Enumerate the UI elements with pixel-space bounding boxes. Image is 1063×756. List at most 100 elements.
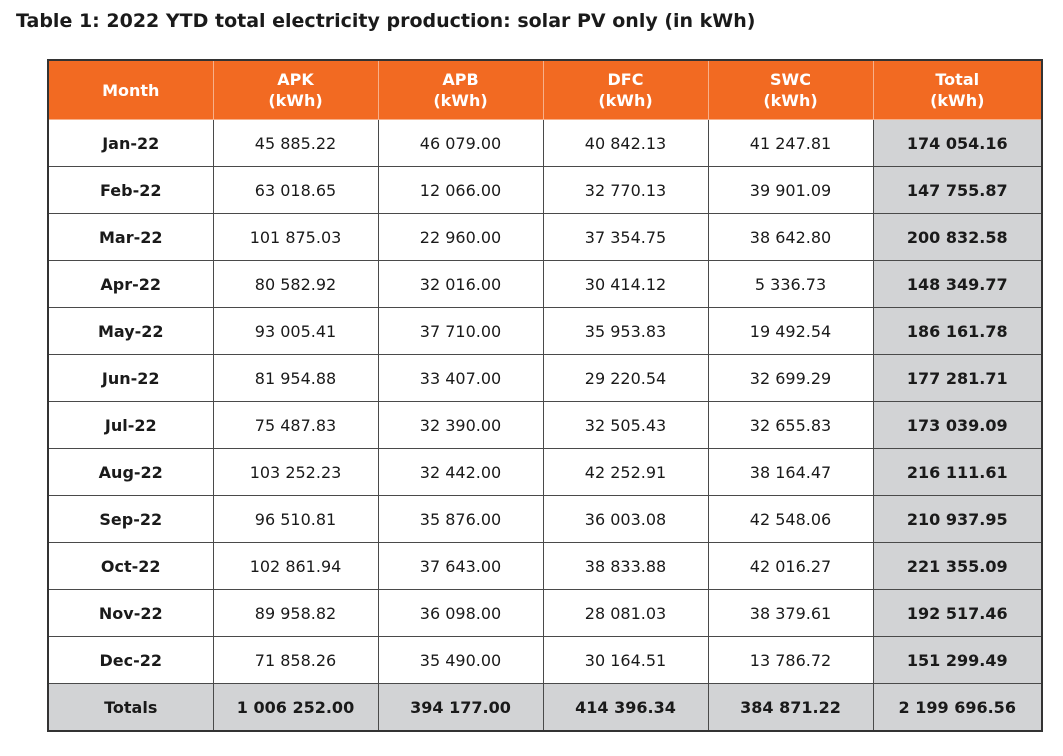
swc-cell: 38 642.80	[707, 213, 874, 261]
dfc-cell: 32 505.43	[542, 401, 709, 449]
swc-cell: 41 247.81	[707, 119, 874, 167]
swc-cell: 32 655.83	[707, 401, 874, 449]
dfc-cell: 32 770.13	[542, 166, 709, 214]
total-cell: 186 161.78	[872, 307, 1043, 355]
table-row: Oct-22 102 861.94 37 643.00 38 833.88 42…	[47, 542, 1043, 590]
column-header-dfc: DFC (kWh)	[542, 59, 709, 120]
swc-cell: 13 786.72	[707, 636, 874, 684]
column-header-swc: SWC (kWh)	[707, 59, 874, 120]
total-cell: 148 349.77	[872, 260, 1043, 308]
apk-cell: 96 510.81	[212, 495, 379, 543]
dfc-cell: 29 220.54	[542, 354, 709, 402]
swc-cell: 32 699.29	[707, 354, 874, 402]
dfc-cell: 37 354.75	[542, 213, 709, 261]
apb-cell: 22 960.00	[377, 213, 544, 261]
column-name: DFC	[607, 70, 644, 89]
swc-cell: 39 901.09	[707, 166, 874, 214]
grand-total: 2 199 696.56	[872, 683, 1043, 732]
apb-cell: 35 876.00	[377, 495, 544, 543]
column-name: APK	[277, 70, 314, 89]
column-unit: (kWh)	[268, 91, 323, 110]
table-row: Mar-22 101 875.03 22 960.00 37 354.75 38…	[47, 213, 1043, 261]
apk-cell: 45 885.22	[212, 119, 379, 167]
column-header-total: Total (kWh)	[872, 59, 1043, 120]
apb-cell: 32 442.00	[377, 448, 544, 496]
apb-cell: 35 490.00	[377, 636, 544, 684]
total-cell: 192 517.46	[872, 589, 1043, 637]
apb-cell: 12 066.00	[377, 166, 544, 214]
apk-cell: 101 875.03	[212, 213, 379, 261]
table-row: Apr-22 80 582.92 32 016.00 30 414.12 5 3…	[47, 260, 1043, 308]
dfc-cell: 28 081.03	[542, 589, 709, 637]
total-cell: 174 054.16	[872, 119, 1043, 167]
month-cell: Jul-22	[47, 401, 214, 449]
table-row: Jun-22 81 954.88 33 407.00 29 220.54 32 …	[47, 354, 1043, 402]
table-row: Dec-22 71 858.26 35 490.00 30 164.51 13 …	[47, 636, 1043, 684]
column-unit: (kWh)	[930, 91, 985, 110]
swc-total: 384 871.22	[707, 683, 874, 732]
apk-cell: 63 018.65	[212, 166, 379, 214]
column-name: APB	[442, 70, 479, 89]
swc-cell: 38 164.47	[707, 448, 874, 496]
apk-cell: 80 582.92	[212, 260, 379, 308]
swc-cell: 5 336.73	[707, 260, 874, 308]
month-cell: Jan-22	[47, 119, 214, 167]
month-cell: Feb-22	[47, 166, 214, 214]
swc-cell: 42 548.06	[707, 495, 874, 543]
apk-cell: 89 958.82	[212, 589, 379, 637]
total-cell: 210 937.95	[872, 495, 1043, 543]
dfc-total: 414 396.34	[542, 683, 709, 732]
month-cell: Mar-22	[47, 213, 214, 261]
totals-label: Totals	[47, 683, 214, 732]
table-row: Feb-22 63 018.65 12 066.00 32 770.13 39 …	[47, 166, 1043, 214]
column-unit: (kWh)	[763, 91, 818, 110]
apk-total: 1 006 252.00	[212, 683, 379, 732]
month-cell: Dec-22	[47, 636, 214, 684]
apb-cell: 37 643.00	[377, 542, 544, 590]
month-cell: Apr-22	[47, 260, 214, 308]
totals-row: Totals 1 006 252.00 394 177.00 414 396.3…	[47, 683, 1043, 732]
total-cell: 177 281.71	[872, 354, 1043, 402]
column-header-apk: APK (kWh)	[212, 59, 379, 120]
total-cell: 221 355.09	[872, 542, 1043, 590]
column-unit: (kWh)	[433, 91, 488, 110]
month-cell: Jun-22	[47, 354, 214, 402]
column-header-apb: APB (kWh)	[377, 59, 544, 120]
apk-cell: 93 005.41	[212, 307, 379, 355]
apk-cell: 103 252.23	[212, 448, 379, 496]
apb-cell: 37 710.00	[377, 307, 544, 355]
table-row: Jan-22 45 885.22 46 079.00 40 842.13 41 …	[47, 119, 1043, 167]
apb-cell: 33 407.00	[377, 354, 544, 402]
header-row: Month APK (kWh) APB (kWh) DFC (kWh) SWC …	[47, 59, 1043, 120]
dfc-cell: 30 164.51	[542, 636, 709, 684]
dfc-cell: 42 252.91	[542, 448, 709, 496]
table-row: Jul-22 75 487.83 32 390.00 32 505.43 32 …	[47, 401, 1043, 449]
swc-cell: 42 016.27	[707, 542, 874, 590]
total-cell: 173 039.09	[872, 401, 1043, 449]
table-row: Sep-22 96 510.81 35 876.00 36 003.08 42 …	[47, 495, 1043, 543]
column-unit: (kWh)	[598, 91, 653, 110]
table-row: Nov-22 89 958.82 36 098.00 28 081.03 38 …	[47, 589, 1043, 637]
apb-cell: 36 098.00	[377, 589, 544, 637]
dfc-cell: 40 842.13	[542, 119, 709, 167]
apb-cell: 46 079.00	[377, 119, 544, 167]
table-title: Table 1: 2022 YTD total electricity prod…	[16, 10, 756, 32]
apb-total: 394 177.00	[377, 683, 544, 732]
month-cell: Nov-22	[47, 589, 214, 637]
apk-cell: 102 861.94	[212, 542, 379, 590]
month-cell: Oct-22	[47, 542, 214, 590]
swc-cell: 19 492.54	[707, 307, 874, 355]
apk-cell: 81 954.88	[212, 354, 379, 402]
total-cell: 200 832.58	[872, 213, 1043, 261]
apb-cell: 32 390.00	[377, 401, 544, 449]
column-name: SWC	[770, 70, 811, 89]
total-cell: 147 755.87	[872, 166, 1043, 214]
total-cell: 216 111.61	[872, 448, 1043, 496]
production-table: Month APK (kWh) APB (kWh) DFC (kWh) SWC …	[47, 59, 1043, 732]
apk-cell: 71 858.26	[212, 636, 379, 684]
month-cell: May-22	[47, 307, 214, 355]
apk-cell: 75 487.83	[212, 401, 379, 449]
column-name: Total	[935, 70, 980, 89]
column-header-month: Month	[47, 59, 214, 120]
dfc-cell: 36 003.08	[542, 495, 709, 543]
